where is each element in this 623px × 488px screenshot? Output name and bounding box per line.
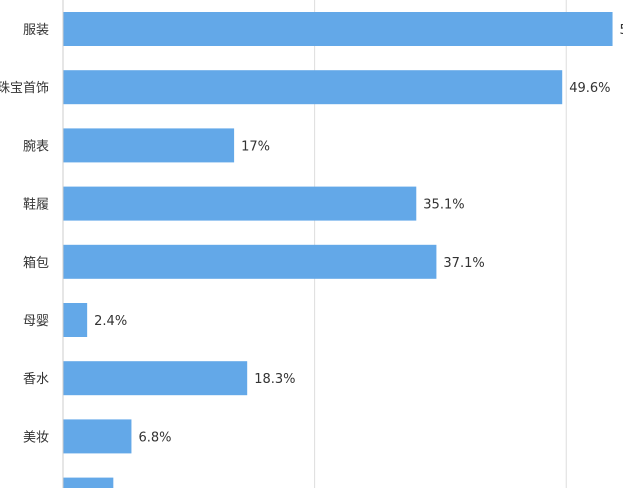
category-label-7: 美妆 <box>23 430 49 445</box>
category-label-0: 服装 <box>23 23 49 38</box>
category-label-1: 珠宝首饰 <box>0 81 49 96</box>
bar-4 <box>63 244 437 279</box>
value-label-4: 37.1% <box>443 256 484 271</box>
bars <box>63 12 613 488</box>
category-label-6: 香水 <box>23 372 49 387</box>
bar-8 <box>63 477 114 488</box>
value-label-6: 18.3% <box>254 372 295 387</box>
bar-7 <box>63 419 132 454</box>
category-label-4: 箱包 <box>23 255 49 271</box>
value-label-2: 17% <box>241 139 270 154</box>
bar-3 <box>63 186 417 221</box>
value-label-5: 2.4% <box>94 314 127 329</box>
bar-0 <box>63 12 613 46</box>
value-label-0: 5 <box>620 23 623 38</box>
value-label-3: 35.1% <box>423 198 464 213</box>
value-label-1: 49.6% <box>569 81 610 96</box>
bar-6 <box>63 361 248 396</box>
value-labels: 5 49.6% 17% 35.1% 37.1% 2.4% 18.3% 6.8% <box>94 23 623 445</box>
bar-2 <box>63 128 235 163</box>
bar-5 <box>63 303 88 337</box>
bar-1 <box>63 70 563 105</box>
category-label-2: 腕表 <box>23 138 49 154</box>
category-label-5: 母婴 <box>23 314 49 329</box>
value-label-7: 6.8% <box>138 430 171 445</box>
category-label-3: 鞋履 <box>23 197 49 213</box>
